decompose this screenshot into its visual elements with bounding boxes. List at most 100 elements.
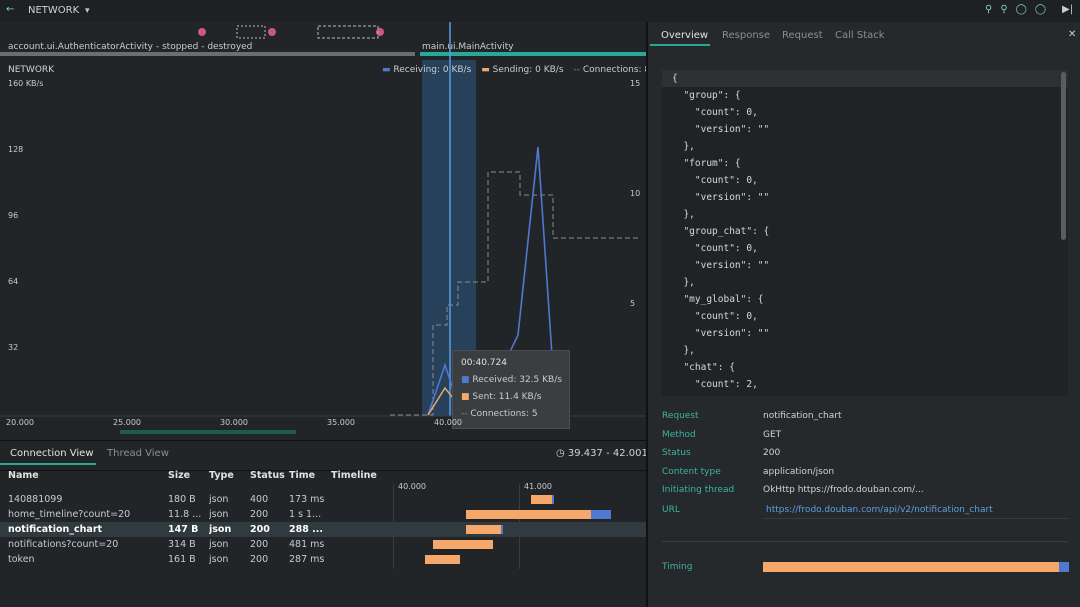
cell[interactable]: 200 — [250, 539, 269, 550]
cell[interactable]: 1 s 1... — [289, 509, 322, 520]
cell[interactable]: 147 B — [168, 524, 199, 535]
tooltip-text: Sent: 11.4 KB/s — [472, 392, 542, 402]
json-line: "count": 0, — [672, 311, 758, 322]
x-tick-label: 20.000 — [6, 418, 34, 427]
detail-tab[interactable]: Request — [782, 30, 823, 41]
json-view — [662, 70, 1068, 396]
cell[interactable]: notification_chart — [8, 524, 103, 535]
cell[interactable]: home_timeline?count=20 — [8, 509, 131, 520]
json-line: "group_chat": { — [672, 226, 770, 237]
field-value[interactable]: https://frodo.douban.com/api/v2/notifica… — [766, 505, 993, 515]
json-line: "count": 0, — [672, 243, 758, 254]
cell[interactable]: 11.8 ... — [168, 509, 202, 520]
tab[interactable]: Thread View — [107, 448, 169, 459]
legend-label: Sending: 0 KB/s — [492, 65, 564, 75]
cell[interactable]: json — [209, 509, 229, 520]
y-tick-label: 32 — [8, 343, 19, 352]
left-panel — [0, 22, 648, 607]
legend: ▬ Receiving: 0 KB/s ▬ Sending: 0 KB/s --… — [382, 65, 650, 75]
cell[interactable]: 400 — [250, 494, 269, 505]
chart-label: NETWORK — [8, 65, 55, 75]
tab[interactable]: Connection View — [10, 448, 94, 459]
range: ◷ 39.437 - 42.001 — [556, 448, 648, 459]
column-header[interactable]: Time — [289, 470, 316, 481]
cell[interactable]: 314 B — [168, 539, 196, 550]
cell[interactable]: 180 B — [168, 494, 196, 505]
divider — [763, 518, 1069, 519]
timeline-bar — [466, 525, 501, 534]
column-header[interactable]: Type — [209, 470, 234, 481]
column-header[interactable]: Timeline — [331, 470, 377, 481]
cell[interactable]: 200 — [250, 509, 269, 520]
detail-tab[interactable]: Call Stack — [835, 30, 885, 41]
tooltip-time: 00:40.724 — [461, 358, 507, 368]
cell[interactable]: 161 B — [168, 554, 196, 565]
field-value: 200 — [763, 448, 781, 458]
current-line — [662, 70, 1068, 87]
timeline-bar — [591, 510, 611, 519]
timeline-bar — [501, 525, 503, 534]
divider — [0, 440, 648, 441]
dropdown-arrow[interactable]: ▾ — [85, 6, 90, 16]
cell[interactable]: json — [209, 494, 229, 505]
time-scrollbar — [120, 430, 296, 434]
cell[interactable]: 287 ms — [289, 554, 325, 565]
cell[interactable]: 288 ... — [289, 524, 323, 535]
timeline-bar — [433, 540, 493, 549]
cell[interactable]: 140881099 — [8, 494, 63, 505]
timeline-bar — [425, 555, 460, 564]
event-marks — [236, 25, 266, 39]
detail-tab[interactable]: Response — [722, 30, 771, 41]
detail-tab[interactable]: Overview — [661, 30, 709, 41]
json-line: "version": "" — [672, 124, 770, 135]
back-button[interactable]: ← — [6, 4, 15, 15]
x-tick-label: 40.000 — [434, 418, 462, 427]
legend-item: ▬ Sending: 0 KB/s — [481, 65, 564, 75]
y-tick-label: 96 — [8, 211, 19, 220]
zoom-controls[interactable]: ⚲⚲◯◯ — [985, 4, 1055, 15]
column-header[interactable]: Status — [250, 470, 285, 481]
column-header[interactable]: Size — [168, 470, 191, 481]
json-line: }, — [672, 141, 695, 152]
cell[interactable]: 481 ms — [289, 539, 325, 550]
close-button[interactable]: ✕ — [1068, 29, 1077, 40]
timeline-bar — [531, 495, 552, 504]
json-line: }, — [672, 345, 695, 356]
connections-line — [390, 171, 640, 416]
event-dot — [376, 28, 384, 36]
activity-bar — [0, 52, 415, 56]
json-line: "forum": { — [672, 158, 741, 169]
legend-label: Connections: 8 — [582, 65, 651, 75]
legend-label: Receiving: 0 KB/s — [393, 65, 472, 75]
json-line: "count": 2, — [672, 379, 758, 390]
y-tick-label: 128 — [8, 145, 24, 154]
json-line: "count": 0, — [672, 175, 758, 186]
cell[interactable]: 173 ms — [289, 494, 325, 505]
divider — [0, 470, 648, 471]
json-line: }, — [672, 277, 695, 288]
legend-item: -- Connections: 8 — [573, 65, 651, 75]
field-label: Initiating thread — [662, 485, 735, 495]
cell[interactable]: 200 — [250, 524, 270, 535]
activity-label: main.ui.MainActivity — [422, 42, 514, 52]
field-label: Status — [662, 448, 691, 458]
cell[interactable]: json — [209, 539, 229, 550]
json-line: "chat": { — [672, 362, 735, 373]
splitter — [646, 22, 648, 607]
go-live[interactable]: ▶| — [1062, 4, 1074, 15]
cell[interactable]: json — [209, 524, 232, 535]
timeline-bar — [466, 510, 591, 519]
timeline-tick: 40.000 — [398, 482, 426, 491]
event-dot — [268, 28, 276, 36]
tooltip-received: ■ Received: 32.5 KB/s — [461, 375, 562, 385]
range-text: 39.437 - 42.001 — [567, 448, 648, 459]
cell[interactable]: json — [209, 554, 229, 565]
y2-tick-label: 10 — [630, 189, 641, 198]
toolbar-title[interactable]: NETWORK — [28, 5, 80, 16]
cell[interactable]: 200 — [250, 554, 269, 565]
cell[interactable]: token — [8, 554, 35, 565]
json-line: "version": "" — [672, 328, 770, 339]
field-value: notification_chart — [763, 411, 842, 421]
cell[interactable]: notifications?count=20 — [8, 539, 119, 550]
column-header[interactable]: Name — [8, 470, 39, 481]
